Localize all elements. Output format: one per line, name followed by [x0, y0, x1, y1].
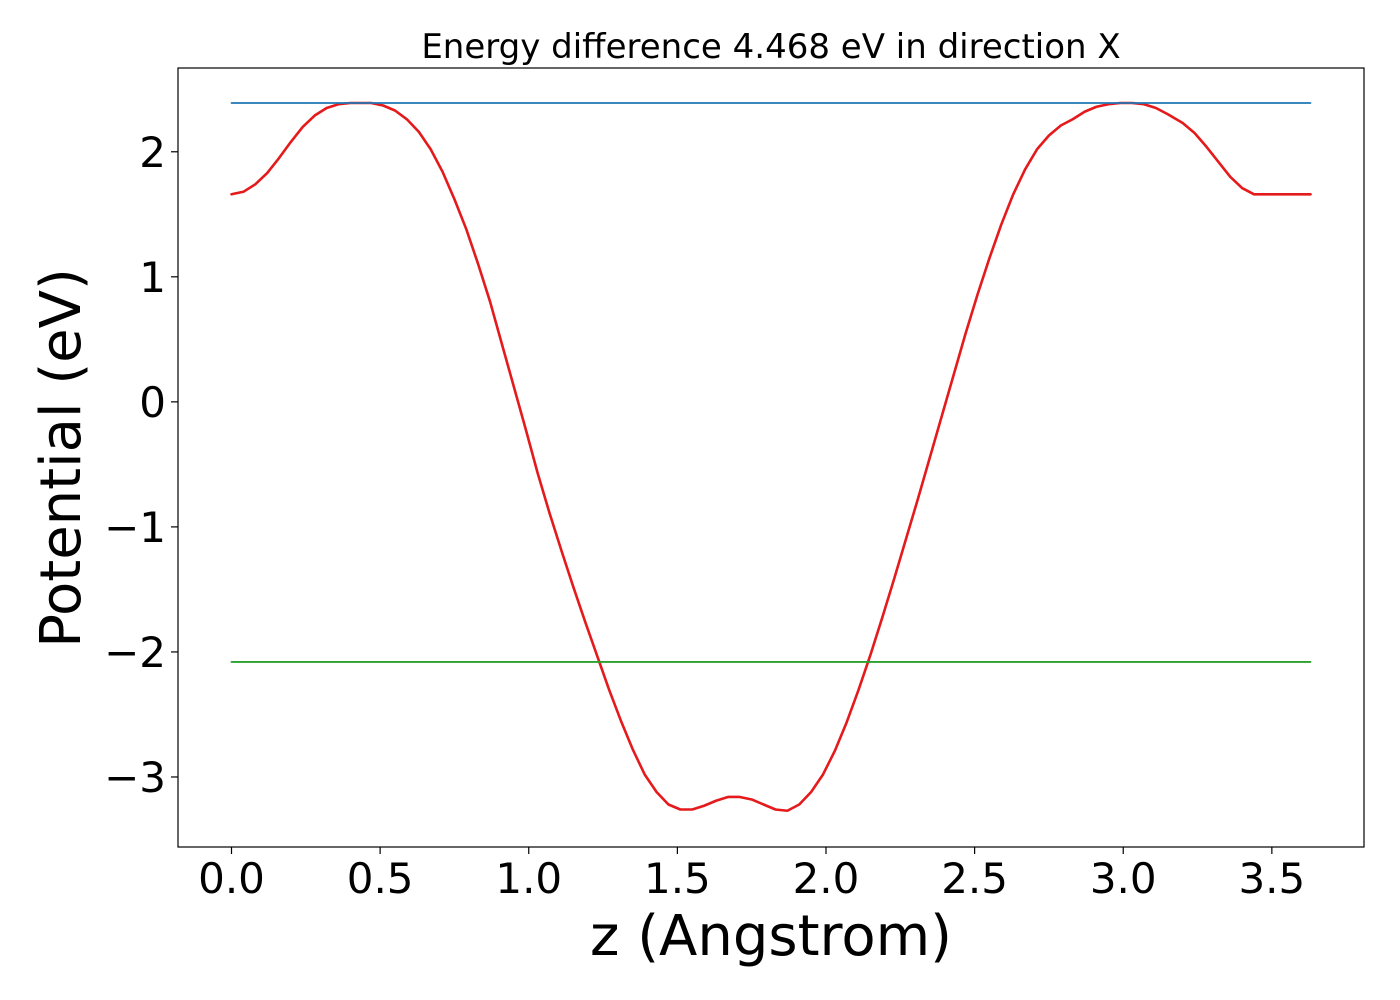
y-axis-label: Potential (eV) [29, 268, 94, 648]
x-tick-label: 3.0 [1090, 854, 1157, 903]
x-tick-label: 3.5 [1238, 854, 1305, 903]
chart-title: Energy difference 4.468 eV in direction … [421, 27, 1120, 67]
x-ticks: 0.0 0.5 1.0 1.5 2.0 2.5 3.0 3.5 [198, 847, 1305, 903]
x-tick-label: 0.5 [347, 854, 414, 903]
plot-content [230, 101, 1312, 813]
y-tick-label: 0 [139, 378, 166, 427]
x-tick-label: 2.0 [793, 854, 860, 903]
x-axis-label: z (Angstrom) [590, 904, 952, 969]
plot-frame [177, 67, 1365, 848]
y-tick-label: −2 [104, 628, 166, 677]
y-tick-label: 2 [139, 128, 166, 177]
y-tick-label: 1 [139, 253, 166, 302]
x-tick-label: 1.0 [495, 854, 562, 903]
x-tick-label: 2.5 [941, 854, 1008, 903]
x-tick-label: 0.0 [198, 854, 265, 903]
y-tick-label: −3 [104, 753, 166, 802]
x-tick-label: 1.5 [644, 854, 711, 903]
y-ticks: −3 −2 −1 0 1 2 [104, 128, 178, 802]
y-tick-label: −1 [104, 503, 166, 552]
